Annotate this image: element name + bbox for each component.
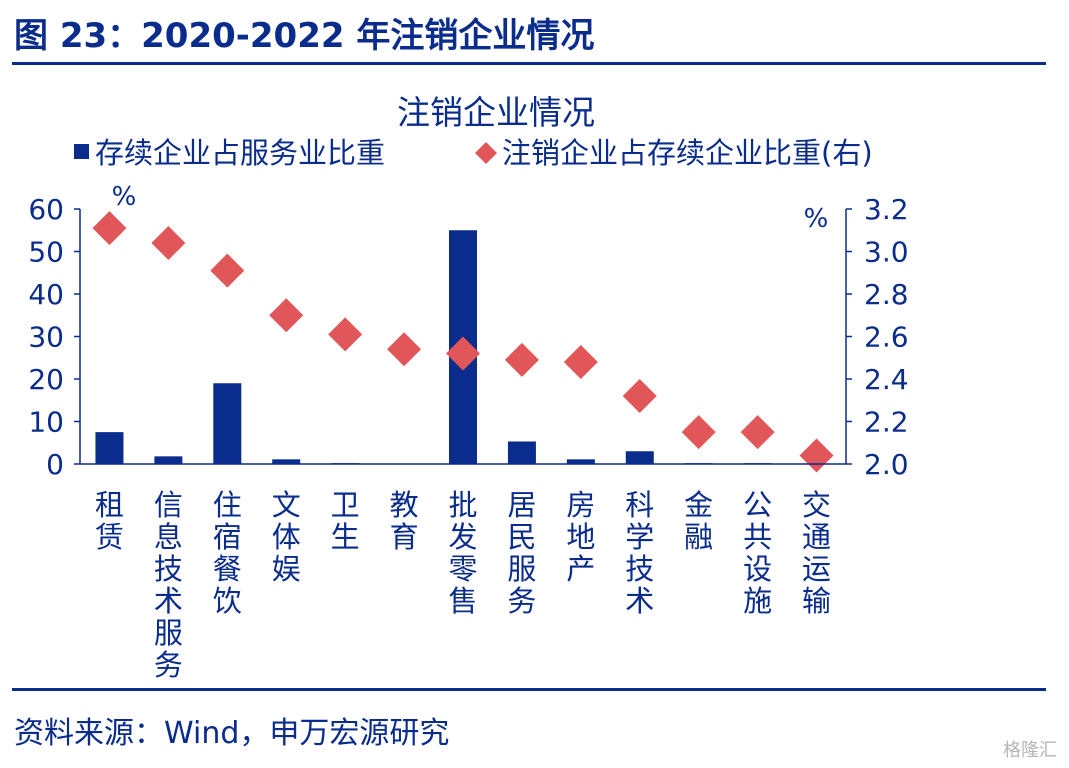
left-tick-label: 60 xyxy=(28,193,64,226)
watermark: 格隆汇 xyxy=(1003,740,1057,761)
diamond-0 xyxy=(92,211,127,246)
x-tick-label-9: 科学技术 xyxy=(625,488,654,618)
legend-bar-label: 存续企业占服务业比重 xyxy=(95,136,385,170)
diamond-12 xyxy=(799,438,834,473)
x-tick-label-1: 信息技术服务 xyxy=(154,488,183,682)
bar-1 xyxy=(154,456,183,464)
diamond-6 xyxy=(446,336,480,371)
x-tick-label-5: 教育 xyxy=(390,488,419,554)
right-axis-unit: % xyxy=(804,204,829,234)
diamond-3 xyxy=(269,298,304,333)
bottom-rule xyxy=(12,688,1046,691)
figure-title: 图 23：2020-2022 年注销企业情况 xyxy=(14,16,595,56)
left-axis: 0 10 20 30 40 50 60 xyxy=(28,193,81,481)
x-tick-label-10: 金融 xyxy=(684,488,713,554)
right-tick-label: 3.0 xyxy=(864,236,909,269)
left-tick-label: 40 xyxy=(28,278,64,311)
right-tick-label: 2.2 xyxy=(864,406,909,439)
diamond-series xyxy=(92,211,834,473)
x-tick-label-0: 租赁 xyxy=(95,488,124,554)
x-tick-label-12: 交通运输 xyxy=(802,488,831,618)
legend-diamond-swatch xyxy=(475,142,497,164)
x-tick-label-4: 卫生 xyxy=(331,488,360,554)
legend-bar-swatch xyxy=(74,144,89,159)
left-tick-label: 0 xyxy=(46,448,64,481)
diamond-5 xyxy=(387,332,422,367)
x-tick-label-8: 房地产 xyxy=(566,488,595,586)
bar-2 xyxy=(213,383,242,464)
x-tick-label-2: 住宿餐饮 xyxy=(213,488,242,618)
bar-0 xyxy=(95,432,124,464)
diamond-9 xyxy=(622,379,657,413)
legend-diamond-label: 注销企业占存续企业比重(右) xyxy=(502,136,873,170)
x-tick-label-3: 文体娱 xyxy=(272,488,301,586)
legend: 存续企业占服务业比重 注销企业占存续企业比重(右) xyxy=(74,136,873,170)
right-tick-label: 2.0 xyxy=(864,448,909,481)
x-tick-label-6: 批发零售 xyxy=(448,488,477,618)
source-note: 资料来源：Wind，申万宏源研究 xyxy=(14,716,450,751)
left-tick-label: 50 xyxy=(28,236,64,269)
diamond-11 xyxy=(740,415,775,450)
right-tick-label: 2.6 xyxy=(864,321,909,354)
right-tick-label: 2.8 xyxy=(864,278,909,311)
bar-7 xyxy=(507,441,536,464)
diamond-2 xyxy=(210,253,245,288)
top-rule xyxy=(12,62,1046,65)
right-tick-label: 3.2 xyxy=(864,193,909,226)
diamond-1 xyxy=(151,226,186,260)
left-tick-label: 30 xyxy=(28,321,64,354)
chart: 注销企业情况 存续企业占服务业比重 注销企业占存续企业比重(右) % % 0 10… xyxy=(28,93,909,682)
diamond-4 xyxy=(328,317,363,352)
bar-3 xyxy=(272,459,301,464)
right-axis: 2.0 2.2 2.4 2.6 2.8 3.0 3.2 xyxy=(845,193,909,481)
x-tick-label-11: 公共设施 xyxy=(743,488,772,618)
left-axis-unit: % xyxy=(112,182,137,212)
bar-8 xyxy=(566,459,595,464)
bar-9 xyxy=(625,451,654,464)
diamond-10 xyxy=(681,415,716,450)
diamond-7 xyxy=(504,342,539,377)
x-tick-label-7: 居民服务 xyxy=(507,488,536,618)
left-tick-label: 20 xyxy=(28,363,64,396)
chart-title: 注销企业情况 xyxy=(397,93,595,132)
diamond-8 xyxy=(563,345,598,379)
right-tick-label: 2.4 xyxy=(864,363,909,396)
left-tick-label: 10 xyxy=(28,406,64,439)
